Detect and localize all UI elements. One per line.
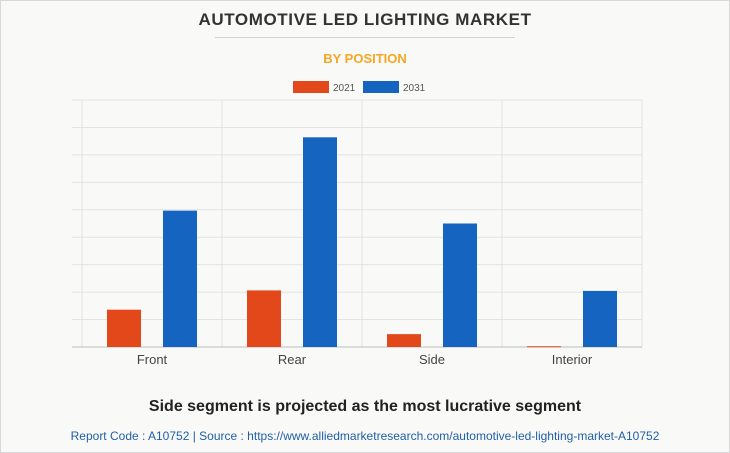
source-note[interactable]: Report Code : A10752 | Source : https://… [70, 429, 660, 443]
legend-label-2031: 2031 [403, 83, 426, 94]
chart-subtitle: BY POSITION [323, 51, 407, 66]
x-tick-label: Interior [552, 352, 593, 367]
legend-swatch-2021 [293, 81, 329, 93]
bar-2021-side [387, 334, 421, 347]
x-tick-label: Side [419, 352, 445, 367]
title-divider [215, 37, 515, 38]
legend-label-2021: 2021 [333, 83, 356, 94]
bar-2021-front [107, 309, 141, 347]
chart-title: AUTOMOTIVE LED LIGHTING MARKET [198, 10, 532, 29]
bar-2021-interior [527, 346, 561, 348]
x-tick-label: Rear [278, 352, 307, 367]
bar-2031-front [163, 210, 197, 347]
bar-2031-side [443, 223, 477, 347]
legend-swatch-2031 [363, 81, 399, 93]
x-tick-label: Front [137, 352, 168, 367]
bar-2031-interior [583, 290, 617, 347]
chart-headline: Side segment is projected as the most lu… [148, 398, 582, 415]
bar-2021-rear [247, 290, 281, 347]
bar-2031-rear [303, 137, 337, 347]
